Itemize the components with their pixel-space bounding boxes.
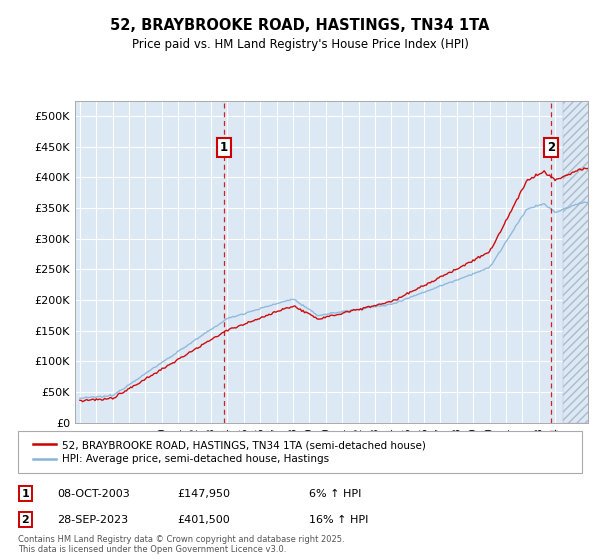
Text: Price paid vs. HM Land Registry's House Price Index (HPI): Price paid vs. HM Land Registry's House … [131,38,469,52]
Text: 28-SEP-2023: 28-SEP-2023 [57,515,128,525]
Text: Contains HM Land Registry data © Crown copyright and database right 2025.
This d: Contains HM Land Registry data © Crown c… [18,535,344,554]
Text: 08-OCT-2003: 08-OCT-2003 [57,489,130,499]
Text: £401,500: £401,500 [177,515,230,525]
FancyBboxPatch shape [18,431,582,473]
Text: 6% ↑ HPI: 6% ↑ HPI [309,489,361,499]
Text: 52, BRAYBROOKE ROAD, HASTINGS, TN34 1TA: 52, BRAYBROOKE ROAD, HASTINGS, TN34 1TA [110,18,490,32]
Text: 2: 2 [22,515,29,525]
Legend: 52, BRAYBROOKE ROAD, HASTINGS, TN34 1TA (semi-detached house), HPI: Average pric: 52, BRAYBROOKE ROAD, HASTINGS, TN34 1TA … [29,436,430,469]
Text: 1: 1 [22,489,29,499]
Text: 16% ↑ HPI: 16% ↑ HPI [309,515,368,525]
Bar [563,101,596,423]
Text: 2: 2 [547,141,555,154]
Text: £147,950: £147,950 [177,489,230,499]
Text: 1: 1 [220,141,228,154]
